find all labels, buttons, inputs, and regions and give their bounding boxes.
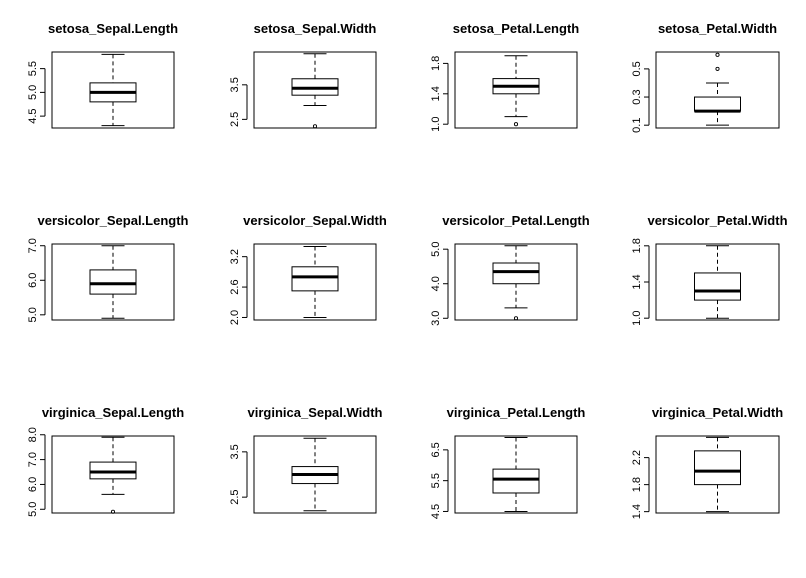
y-tick-label: 5.0 — [27, 502, 39, 517]
y-tick-label: 3.5 — [229, 77, 241, 92]
panel: setosa_Petal.Length 1.0 1.4 1.8 — [430, 21, 579, 132]
iqr-box — [492, 262, 540, 285]
y-tick-label: 3.5 — [229, 444, 241, 459]
y-tick-label: 5.0 — [430, 242, 442, 257]
y-tick-label: 5.0 — [27, 85, 39, 100]
panel: virginica_Petal.Width 1.4 1.8 2.2 — [631, 405, 783, 519]
y-tick-label: 1.0 — [631, 311, 643, 326]
y-tick-label: 6.0 — [27, 273, 39, 288]
panel-title: setosa_Sepal.Width — [254, 21, 377, 36]
y-tick-label: 0.1 — [631, 118, 643, 133]
iqr-box — [492, 468, 540, 494]
y-tick-label: 7.0 — [27, 238, 39, 253]
y-tick-label: 4.5 — [430, 504, 442, 519]
y-tick-label: 5.5 — [27, 61, 39, 76]
panel-title: virginica_Petal.Length — [447, 405, 586, 420]
panel-title: versicolor_Petal.Width — [647, 213, 787, 228]
iqr-box — [694, 96, 741, 112]
y-tick-label: 0.3 — [631, 89, 643, 104]
plot-frame — [454, 51, 578, 129]
y-tick-label: 4.0 — [430, 276, 442, 291]
plot-frame — [51, 243, 175, 321]
y-tick-label: 1.8 — [430, 56, 442, 71]
panel: virginica_Sepal.Width 2.5 3.5 — [229, 405, 383, 514]
iqr-box — [89, 461, 137, 480]
outlier-point — [715, 66, 720, 71]
outlier-point — [715, 52, 720, 57]
iqr-box — [694, 272, 741, 301]
panel-title: virginica_Sepal.Width — [248, 405, 383, 420]
plot-frame — [655, 51, 780, 129]
panel: virginica_Sepal.Length 5.0 6.0 7.0 8.0 — [27, 405, 184, 517]
outlier-point — [312, 124, 318, 129]
panel-title: setosa_Petal.Length — [453, 21, 579, 36]
y-tick-label: 2.5 — [229, 112, 241, 127]
y-tick-label: 6.0 — [27, 477, 39, 492]
y-tick-label: 2.6 — [229, 279, 241, 294]
y-tick-label: 1.0 — [430, 117, 442, 132]
plot-frame — [51, 51, 175, 129]
y-tick-label: 2.2 — [631, 450, 643, 465]
panel-title: virginica_Petal.Width — [652, 405, 783, 420]
panel-title: setosa_Petal.Width — [658, 21, 777, 36]
y-tick-label: 2.5 — [229, 489, 241, 504]
y-tick-label: 3.0 — [430, 311, 442, 326]
panel-title: versicolor_Sepal.Length — [38, 213, 189, 228]
y-tick-label: 5.0 — [27, 307, 39, 322]
panel: versicolor_Petal.Width 1.0 1.4 1.8 — [631, 213, 788, 326]
outlier-point — [513, 122, 519, 127]
y-tick-label: 1.4 — [631, 504, 643, 519]
y-tick-label: 1.4 — [631, 274, 643, 289]
plot-frame — [655, 435, 780, 514]
panel: versicolor_Sepal.Width 2.0 2.6 3.2 — [229, 213, 387, 325]
panel: setosa_Sepal.Length 4.5 5.0 5.5 — [27, 21, 178, 129]
panel: virginica_Petal.Length 4.5 5.5 6.5 — [430, 405, 585, 519]
y-tick-label: 4.5 — [27, 108, 39, 123]
panel-title: setosa_Sepal.Length — [48, 21, 178, 36]
y-tick-label: 8.0 — [27, 427, 39, 442]
y-tick-label: 1.8 — [631, 238, 643, 253]
y-tick-label: 6.5 — [430, 442, 442, 457]
outlier-point — [110, 509, 116, 514]
panel-title: versicolor_Sepal.Width — [243, 213, 387, 228]
iqr-box — [694, 450, 741, 486]
outlier-point — [513, 316, 519, 321]
y-tick-label: 3.2 — [229, 249, 241, 264]
panel: setosa_Petal.Width 0.1 0.3 0.5 — [631, 21, 780, 133]
y-tick-label: 7.0 — [27, 452, 39, 467]
plot-frame — [655, 243, 780, 321]
y-tick-label: 5.5 — [430, 473, 442, 488]
iqr-box — [291, 266, 339, 292]
y-tick-label: 2.0 — [229, 310, 241, 325]
y-tick-label: 1.8 — [631, 477, 643, 492]
panel: versicolor_Petal.Length 3.0 4.0 5.0 — [430, 213, 590, 326]
panel-title: versicolor_Petal.Length — [442, 213, 589, 228]
panel: setosa_Sepal.Width 2.5 3.5 — [229, 21, 377, 129]
panel-title: virginica_Sepal.Length — [42, 405, 184, 420]
plot-frame — [454, 435, 578, 514]
iqr-box — [89, 269, 137, 295]
panel: versicolor_Sepal.Length 5.0 6.0 7.0 — [27, 213, 189, 322]
plot-frame — [253, 243, 377, 321]
y-tick-label: 1.4 — [430, 86, 442, 101]
plot-frame — [253, 435, 377, 514]
y-tick-label: 0.5 — [631, 61, 643, 76]
